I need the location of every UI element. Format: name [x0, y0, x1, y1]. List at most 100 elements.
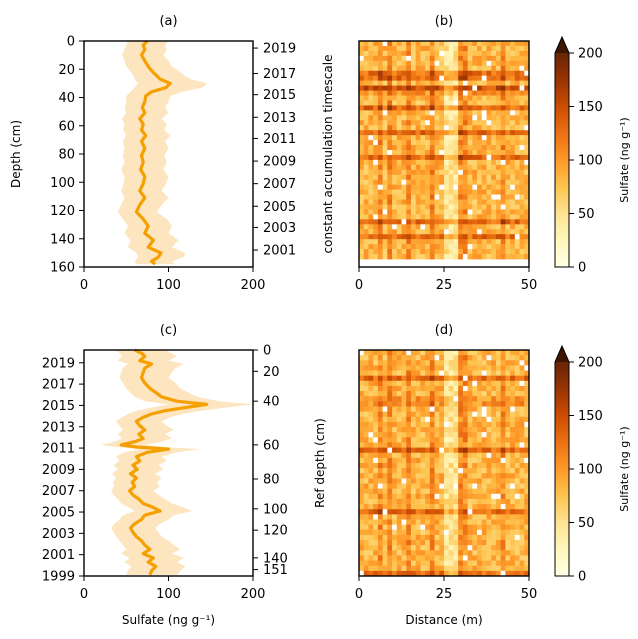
heatmap-cell — [425, 540, 431, 546]
heatmap-cell — [510, 70, 516, 77]
heatmap-cell — [429, 204, 435, 210]
heatmap-cell — [387, 239, 393, 245]
heatmap-cell — [363, 249, 369, 255]
heatmap-cell — [458, 385, 464, 392]
heatmap-cell — [396, 140, 402, 146]
heatmap-cell — [425, 85, 431, 91]
heatmap-cell — [396, 421, 402, 428]
heatmap-cell — [363, 498, 369, 505]
heatmap-cell — [519, 463, 525, 469]
heatmap-cell — [462, 370, 469, 377]
heatmap-cell — [519, 164, 525, 171]
heatmap-cell — [382, 90, 388, 96]
heatmap-cell — [458, 95, 464, 101]
heatmap-cell — [406, 350, 412, 356]
heatmap-cell — [510, 478, 516, 484]
heatmap-cell — [448, 452, 454, 459]
heatmap-cell — [415, 406, 421, 413]
heatmap-cell — [373, 452, 379, 459]
heatmap-cell — [420, 540, 426, 546]
heatmap-cell — [472, 145, 478, 151]
heatmap-cell — [420, 45, 426, 52]
heatmap-cell — [491, 55, 497, 62]
heatmap-cell — [401, 473, 407, 479]
heatmap-cell — [410, 204, 417, 210]
heatmap-cell — [514, 214, 520, 220]
heatmap-cell — [396, 55, 402, 62]
heatmap-cell — [387, 204, 393, 210]
heatmap-cell — [382, 565, 388, 572]
heatmap-cell — [401, 150, 407, 156]
heatmap-cell — [453, 380, 459, 387]
heatmap-cell — [387, 493, 393, 500]
heatmap-cell — [514, 110, 520, 116]
heatmap-cell — [467, 75, 473, 82]
heatmap-cell — [481, 560, 487, 567]
heatmap-cell — [410, 550, 417, 556]
heatmap-cell — [462, 493, 469, 500]
heatmap-cell — [458, 411, 464, 418]
heatmap-cell — [444, 550, 450, 556]
heatmap-cell — [453, 135, 459, 141]
heatmap-cell — [514, 483, 520, 490]
heatmap-cell — [505, 229, 511, 235]
heatmap-cell — [363, 189, 369, 195]
heatmap-cell — [434, 254, 440, 260]
heatmap-cell — [373, 110, 379, 116]
heatmap-cell — [444, 385, 450, 392]
heatmap-cell — [467, 194, 473, 200]
heatmap-cell — [514, 350, 520, 356]
heatmap-cell — [505, 442, 511, 448]
heatmap-cell — [410, 194, 417, 200]
heatmap-cell — [410, 534, 417, 541]
heatmap-cell — [420, 447, 426, 454]
heatmap-cell — [505, 375, 511, 382]
heatmap-cell — [505, 249, 511, 255]
heatmap-cell — [505, 204, 511, 210]
heatmap-cell — [401, 452, 407, 459]
heatmap-cell — [444, 396, 450, 402]
heatmap-cell — [505, 437, 511, 443]
heatmap-cell — [514, 391, 520, 397]
heatmap-cell — [363, 110, 369, 116]
heatmap-cell — [439, 169, 445, 176]
heatmap-cell — [396, 130, 402, 136]
heatmap-cell — [359, 524, 365, 531]
heatmap-cell — [392, 90, 398, 96]
heatmap-cell — [477, 254, 483, 260]
heatmap-cell — [505, 194, 511, 200]
heatmap-cell — [439, 406, 445, 413]
heatmap-cell — [434, 360, 440, 366]
heatmap-cell — [387, 229, 393, 235]
heatmap-cell — [377, 488, 384, 495]
heatmap-cell — [467, 125, 473, 131]
heatmap-cell — [458, 174, 464, 181]
heatmap-cell — [392, 550, 398, 556]
heatmap-cell — [434, 396, 440, 402]
heatmap-cell — [495, 380, 502, 387]
heatmap-cell — [401, 70, 407, 77]
heatmap-cell — [453, 524, 459, 531]
heatmap-cell — [524, 130, 530, 136]
heatmap-cell — [462, 355, 469, 361]
heatmap-cell — [519, 169, 525, 176]
heatmap-cell — [396, 199, 402, 205]
heatmap-cell — [429, 560, 435, 567]
heatmap-cell — [458, 529, 464, 536]
heatmap-cell — [406, 498, 412, 505]
heatmap-cell — [387, 529, 393, 536]
heatmap-cell — [500, 478, 506, 484]
heatmap-cell — [415, 229, 421, 235]
heatmap-cell — [481, 504, 487, 510]
heatmap-cell — [415, 189, 421, 195]
heatmap-cell — [462, 154, 469, 161]
heatmap-cell — [415, 514, 421, 520]
heatmap-cell — [510, 504, 516, 510]
heatmap-cell — [439, 350, 445, 356]
heatmap-cell — [453, 194, 459, 200]
heatmap-cell — [510, 184, 516, 191]
heatmap-cell — [415, 45, 421, 52]
heatmap-cell — [382, 179, 388, 186]
heatmap-cell — [363, 169, 369, 176]
heatmap-cell — [514, 135, 520, 141]
